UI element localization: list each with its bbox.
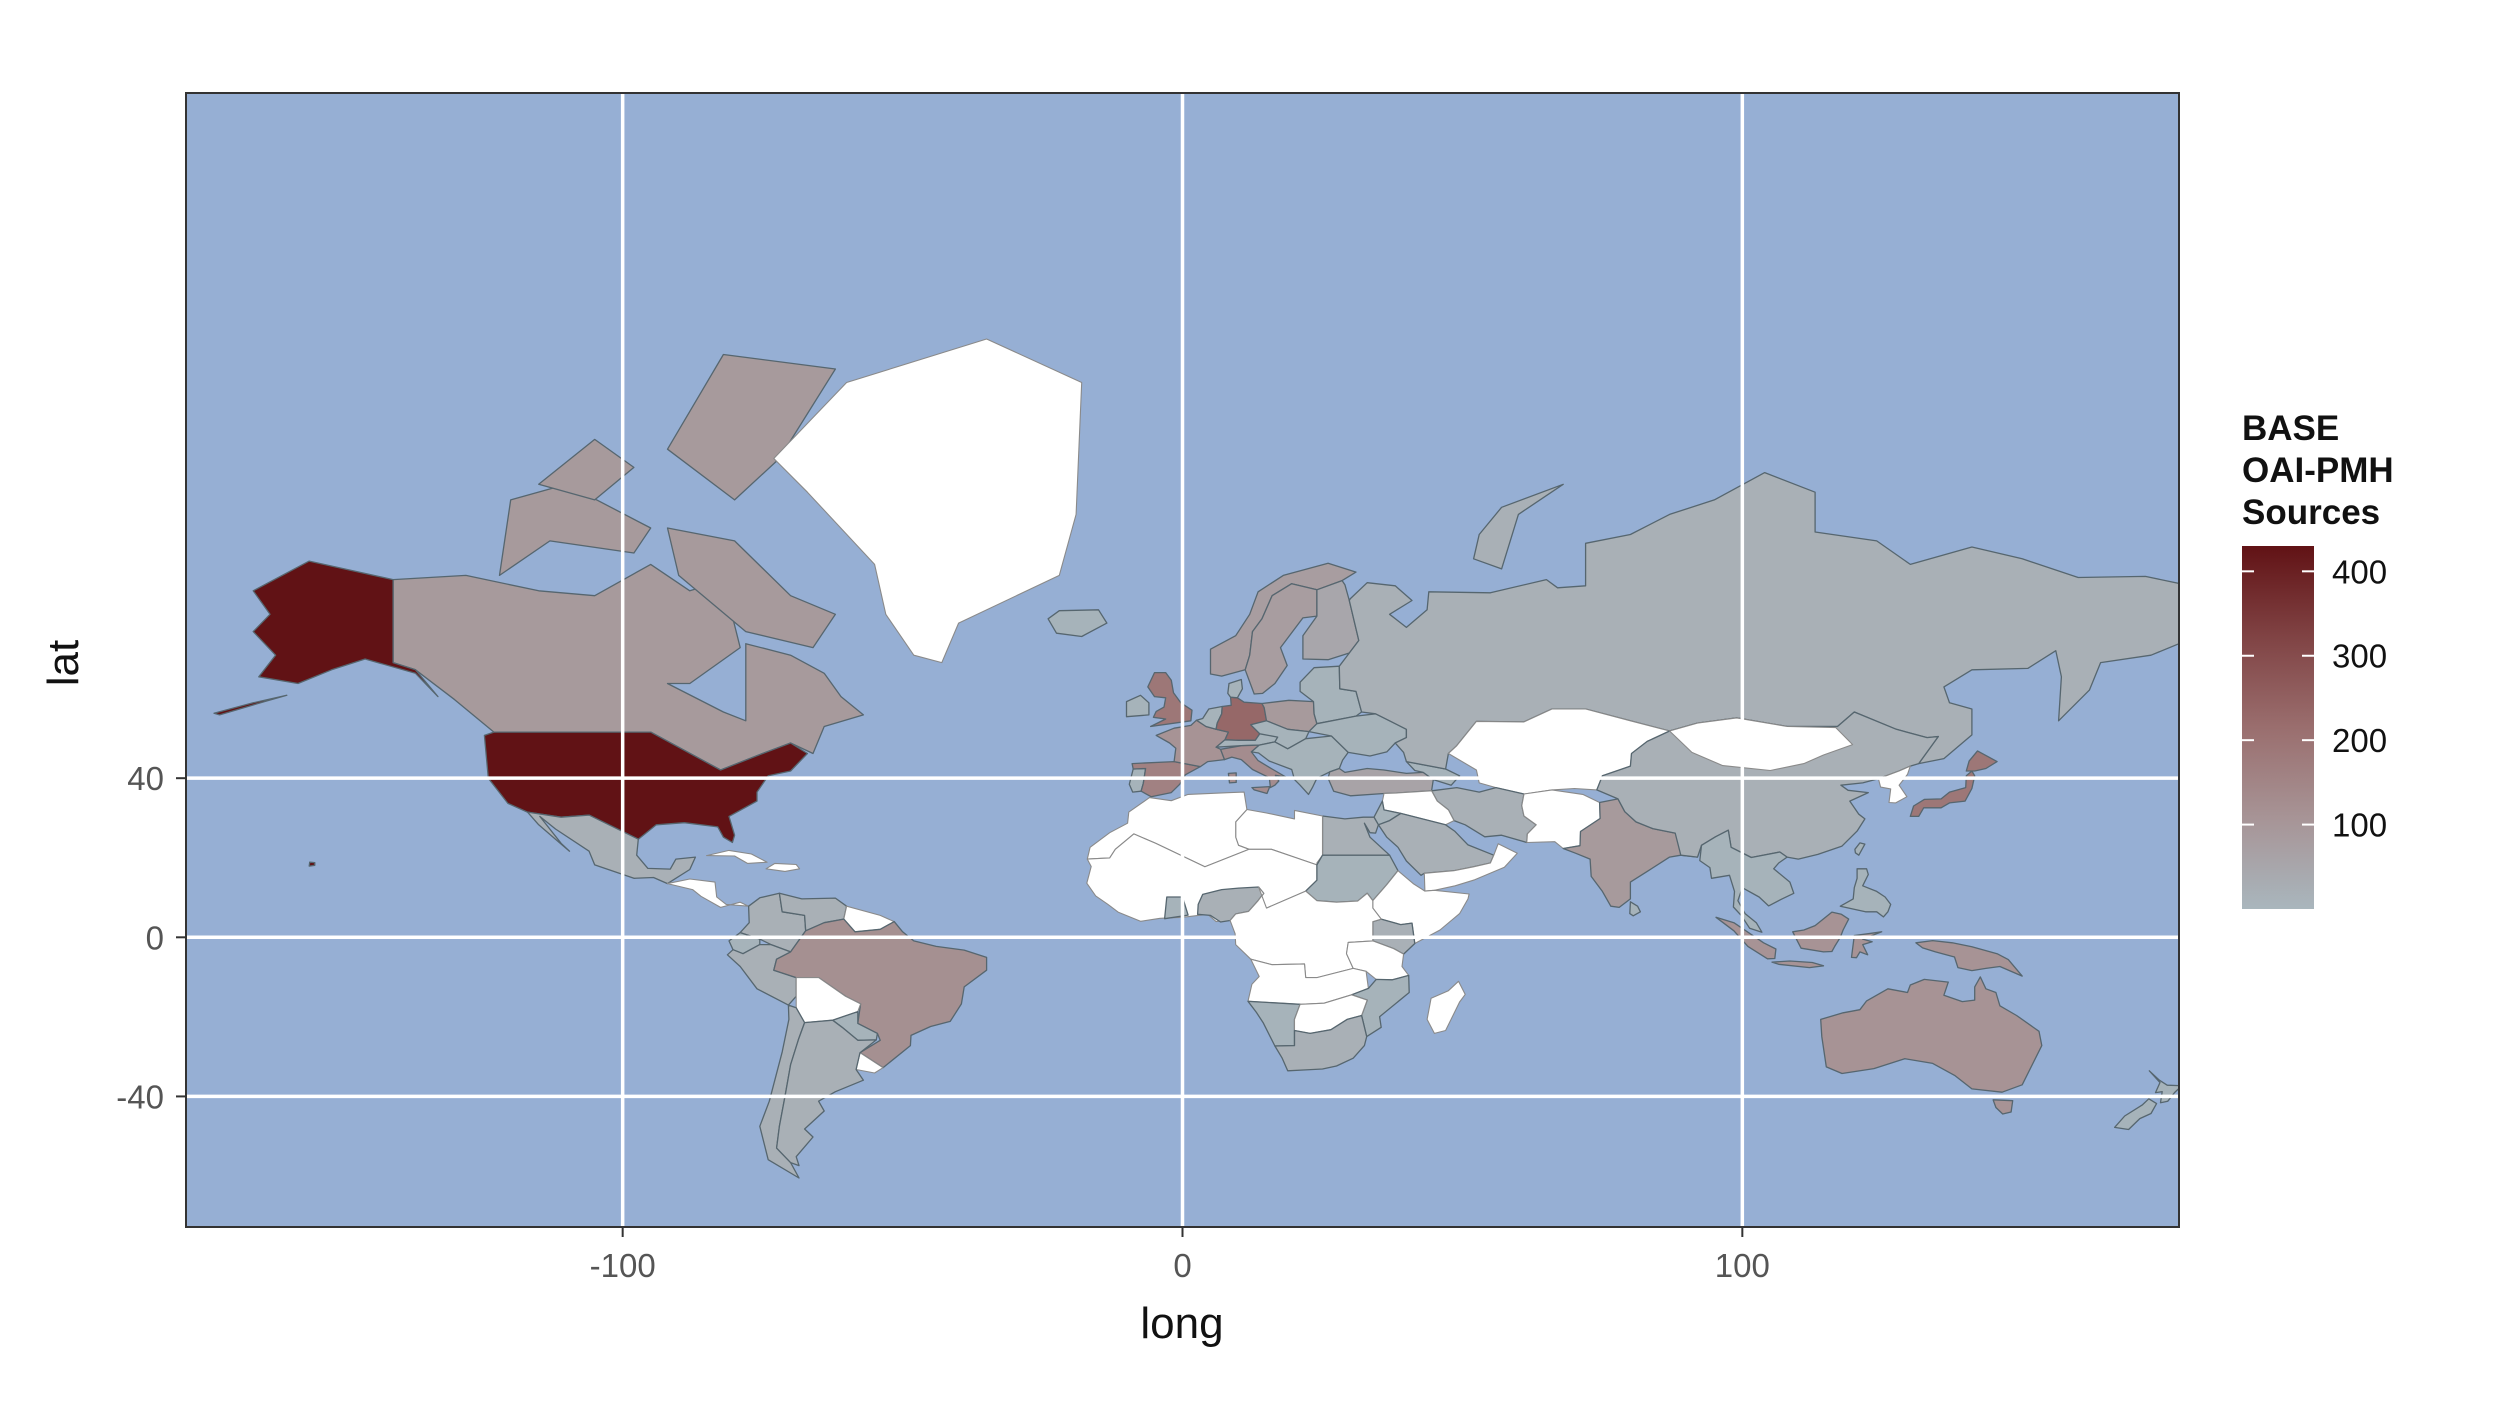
legend-ticks: 100 200 300 400: [2242, 553, 2387, 844]
y-axis-title: lat: [39, 640, 88, 686]
y-tick-label: 40: [127, 760, 164, 797]
country-alaska-aleutians: [213, 694, 288, 716]
country-iceland: [1047, 609, 1108, 638]
country-denmark: [1227, 678, 1244, 699]
country-mongolia: [1669, 717, 1854, 772]
legend-break-label: 400: [2332, 553, 2387, 590]
country-greenland: [773, 338, 1083, 664]
country-sri-lanka: [1629, 901, 1642, 917]
country-alaska: [252, 560, 439, 698]
country-mozambique-malawi: [1350, 974, 1410, 1038]
country-layer: [213, 338, 2179, 1256]
grid-lines: [186, 93, 2179, 1227]
country-taiwan: [1854, 842, 1866, 856]
legend-title-line-1: BASE: [2242, 409, 2339, 448]
country-philippines: [1839, 868, 1892, 918]
y-axis: -40 0 40: [116, 760, 186, 1115]
country-korea: [1877, 765, 1911, 804]
country-canada-arctic-3: [666, 353, 837, 501]
legend-break-label: 200: [2332, 722, 2387, 759]
country-japan: [1909, 770, 1976, 818]
country-new-guinea: [1915, 939, 2023, 977]
color-legend: BASE OAI-PMH Sources 100 200 300 400: [2242, 409, 2394, 909]
country-novaya-zemlya: [1472, 483, 1564, 570]
y-tick-label: -40: [116, 1078, 164, 1115]
country-borneo: [1792, 911, 1850, 953]
x-axis: -100 0 100: [590, 1227, 1770, 1284]
country-new-zealand-s: [2113, 1098, 2158, 1131]
country-mexico: [526, 811, 697, 885]
country-hawaii: [308, 861, 316, 867]
x-tick-label: 0: [1173, 1247, 1191, 1284]
country-canada-arctic-2: [666, 527, 837, 649]
country-balkans: [1250, 735, 1349, 796]
country-turkey: [1327, 767, 1434, 797]
country-java: [1771, 960, 1825, 969]
country-canada-arctic-4: [538, 438, 635, 501]
country-antarctic-peninsula: [813, 1237, 875, 1256]
legend-title-line-3: Sources: [2242, 493, 2380, 532]
legend-colorbar: [2242, 546, 2314, 909]
country-sicily: [1251, 785, 1271, 795]
legend-break-label: 100: [2332, 807, 2387, 844]
country-canada-arctic-1: [498, 483, 652, 577]
y-tick-label: 0: [146, 919, 164, 956]
country-tasmania: [1992, 1099, 2014, 1115]
country-finland: [1302, 579, 1360, 661]
country-ireland: [1125, 694, 1150, 718]
x-tick-label: 100: [1715, 1247, 1770, 1284]
country-southeast-asia: [1699, 829, 1795, 933]
country-madagascar: [1426, 980, 1466, 1034]
x-axis-title: long: [1140, 1299, 1223, 1348]
x-tick-label: -100: [590, 1247, 656, 1284]
legend-break-label: 300: [2332, 638, 2387, 675]
country-cuba: [706, 849, 768, 864]
legend-title-line-2: OAI-PMH: [2242, 451, 2394, 490]
country-argentina: [775, 1019, 877, 1167]
country-australia: [1820, 976, 2043, 1093]
country-hispaniola: [765, 862, 801, 872]
country-hokkaido: [1965, 750, 1998, 772]
country-south-africa: [1274, 1014, 1368, 1072]
